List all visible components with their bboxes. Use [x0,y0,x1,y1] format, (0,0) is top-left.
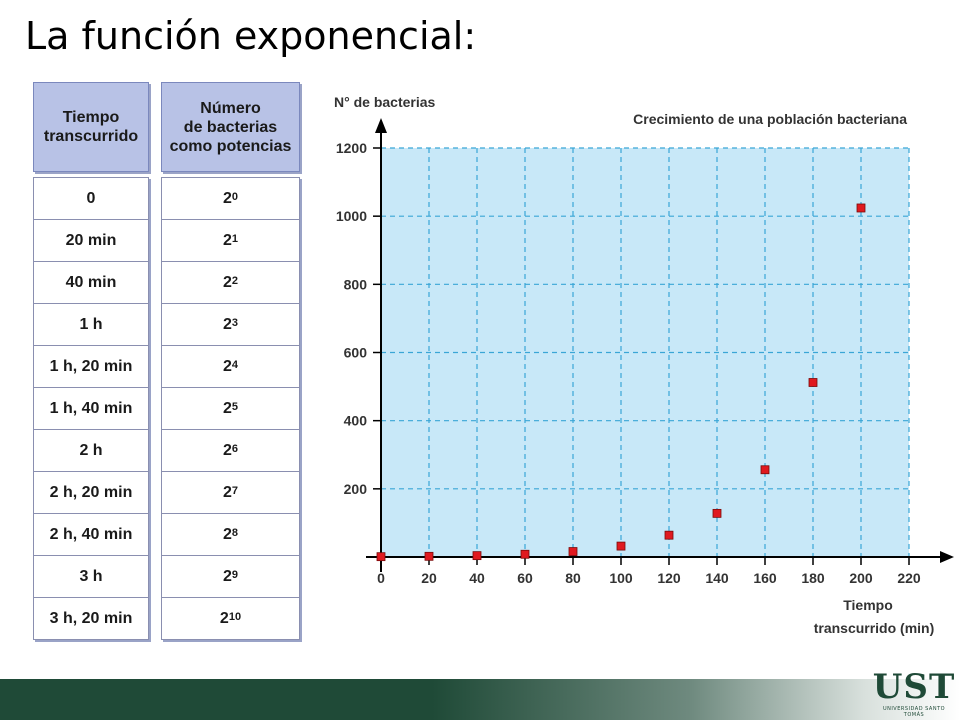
data-point [424,551,434,561]
y-tick-label: 1200 [336,140,367,156]
table-row-time: 20 min [34,220,148,262]
power-exponent: 8 [231,526,239,539]
power-base: 2 [222,525,232,543]
data-point [568,547,578,556]
y-tick-label: 600 [344,345,368,361]
header-bacteria: Número de bacterias como potencias [161,82,300,172]
power-base: 2 [222,567,232,585]
table-row-time: 3 h, 20 min [49,609,133,627]
table-row-time: 2 h, 40 min [34,514,148,556]
table-row-power: 2 10 [162,598,299,639]
data-point [520,549,530,559]
logo-subtext: UNIVERSIDAD SANTO TOMÁS [882,706,946,718]
y-tick-label: 800 [344,276,368,292]
power-base: 2 [222,315,232,333]
power-exponent: 7 [231,484,239,497]
x-axis-label-line2: transcurrido (min) [814,620,935,636]
y-axis-arrow [375,118,387,133]
x-tick-label: 120 [657,570,681,586]
footer-bar [0,679,960,720]
data-point [376,552,386,562]
chart-points [376,203,866,562]
data-point [472,551,482,561]
power-base: 2 [222,231,232,249]
chart-grid [381,147,910,557]
x-tick-label: 220 [897,570,921,586]
table-row-time: 1 h, 20 min [34,346,148,388]
x-axis-arrow [940,551,954,563]
data-point [616,541,626,551]
x-tick-label: 140 [705,570,729,586]
data-point [856,203,866,213]
table-row-time: 40 min [34,262,148,304]
power-base: 2 [222,399,232,417]
power-base: 2 [222,441,232,459]
logo-text: UST [872,667,956,707]
table-row-time: 0 [34,178,148,220]
x-tick-label: 200 [849,570,873,586]
y-axis-label: N° de bacterias [334,94,436,110]
x-axis-label-line1: Tiempo [843,597,893,613]
power-exponent: 4 [231,358,239,371]
header-bacteria-label: Número de bacterias como potencias [169,99,292,155]
power-base: 2 [219,609,229,627]
y-tick-label: 200 [344,481,368,497]
power-exponent: 5 [231,400,239,413]
power-exponent: 10 [228,610,242,623]
header-time-label: Tiempo transcurrido [43,109,139,145]
power-base: 2 [222,189,232,207]
ust-logo: UST UNIVERSIDAD SANTO TOMÁS [872,668,956,720]
table-row-time: 1 h, 40 min [34,388,148,430]
table-row-time: 3 h [34,556,148,598]
power-exponent: 3 [231,316,239,329]
data-point [760,465,770,475]
data-point [664,530,674,540]
x-tick-label: 180 [801,570,825,586]
y-tick-label: 400 [344,413,368,429]
power-exponent: 6 [231,442,239,455]
x-tick-label: 60 [517,570,533,586]
slide-title: La función exponencial: [25,14,477,58]
table-row-time: 2 h [34,430,148,472]
x-tick-label: 100 [609,570,633,586]
power-exponent: 1 [231,232,239,245]
chart-ticks: 0 20 40 60 80 100 120 140 160 180 200 220 200 400 600 8… [336,140,921,586]
y-tick-label: 1000 [336,208,367,224]
power-exponent: 9 [231,568,239,581]
table-row-time: 1 h [34,304,148,346]
chart-title: Crecimiento de una población bacteriana [633,111,907,127]
data-point [808,378,818,387]
x-tick-label: 160 [753,570,777,586]
power-base: 2 [222,483,232,501]
x-tick-label: 40 [469,570,485,586]
power-column: 2 0 2 1 2 2 2 3 2 4 2 5 2 6 2 7 2 8 2 9 2 10 [161,177,300,640]
data-point [712,508,722,518]
power-exponent: 2 [231,274,239,287]
power-base: 2 [222,357,232,375]
header-time: Tiempo transcurrido [33,82,149,172]
x-tick-label: 0 [377,570,385,586]
x-tick-label: 20 [421,570,437,586]
power-exponent: 0 [231,190,239,203]
table-row-time: 2 h, 20 min [34,472,148,514]
power-base: 2 [222,273,232,291]
x-tick-label: 80 [565,570,581,586]
